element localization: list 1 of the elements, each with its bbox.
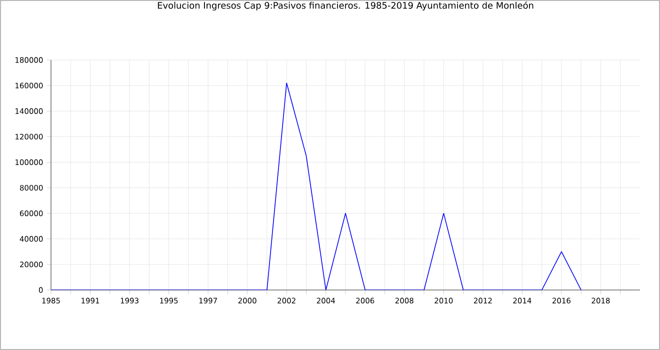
chart-title: Evolucion Ingresos Cap 9:Pasivos financieros. 1985-2019 Ayuntamiento de Monleón [158,1,534,10]
